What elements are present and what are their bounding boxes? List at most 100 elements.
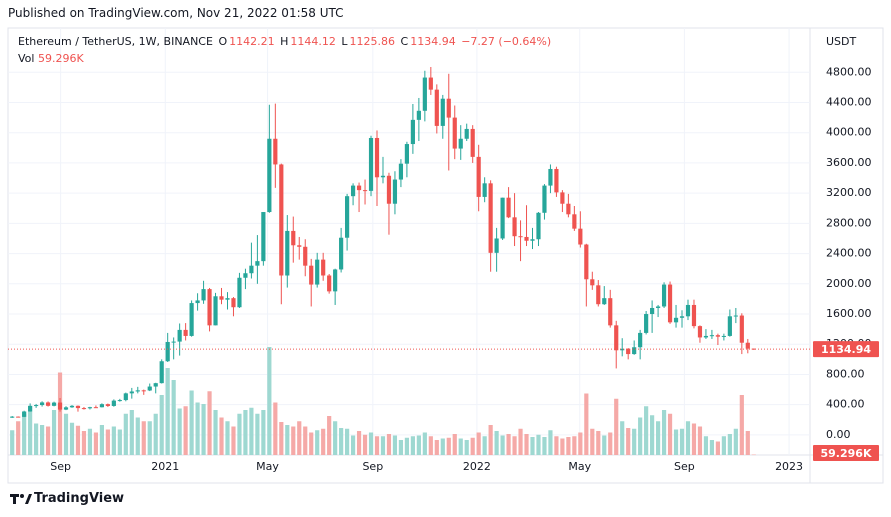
candle-body xyxy=(590,279,595,286)
candle-body xyxy=(500,197,505,239)
candle-body xyxy=(201,289,206,301)
candle-body xyxy=(213,296,218,326)
candle-body xyxy=(374,137,380,178)
candle-body xyxy=(440,98,445,126)
candle-body xyxy=(404,144,409,164)
volume-bar xyxy=(602,435,607,455)
volume-bar xyxy=(632,428,637,455)
candle-body xyxy=(10,416,15,418)
last-price-box xyxy=(813,341,879,358)
volume-bar xyxy=(327,416,332,455)
y-tick-label: 2800.00 xyxy=(826,216,872,229)
candle-body xyxy=(398,163,404,180)
candle-body xyxy=(488,183,493,253)
volume-legend: Vol 59.296K xyxy=(18,52,84,65)
candle-body xyxy=(476,156,481,197)
volume-bar xyxy=(476,432,481,455)
candle-body xyxy=(63,407,69,410)
volume-bar xyxy=(608,432,613,455)
candle-body xyxy=(548,168,553,186)
candle-body xyxy=(34,405,39,407)
candle-body xyxy=(679,316,685,318)
volume-bar xyxy=(237,413,242,455)
candle-body xyxy=(225,298,230,300)
volume-bar xyxy=(392,435,398,455)
volume-bar xyxy=(422,432,427,455)
volume-bar xyxy=(685,421,691,455)
candle-body xyxy=(339,237,344,270)
volume-bar xyxy=(28,411,33,455)
candle-body xyxy=(327,275,332,292)
x-tick-label: 2021 xyxy=(151,460,179,473)
candle-body xyxy=(321,259,326,276)
logo-icon xyxy=(10,494,32,504)
volume-bar xyxy=(644,406,649,455)
candle-body xyxy=(189,303,194,336)
volume-bar xyxy=(129,410,134,455)
candle-body xyxy=(255,261,260,266)
candle-body xyxy=(524,236,529,241)
volume-bar xyxy=(739,395,744,455)
volume-bar xyxy=(584,393,589,455)
volume-bar xyxy=(548,430,553,455)
volume-bar xyxy=(99,425,104,455)
candle-body xyxy=(530,239,535,241)
candle-body xyxy=(703,335,709,338)
candle-body xyxy=(422,77,427,111)
candle-body xyxy=(171,341,176,343)
volume-bar xyxy=(267,347,272,455)
candle-body xyxy=(542,185,547,213)
volume-bar xyxy=(273,402,278,455)
candle-body xyxy=(446,98,451,118)
candle-body xyxy=(129,391,134,394)
candle-body xyxy=(69,405,75,408)
volume-bar xyxy=(368,432,374,455)
volume-bar xyxy=(45,426,51,455)
volume-bar xyxy=(279,422,284,455)
candle-body xyxy=(51,402,57,406)
volume-bar xyxy=(285,425,290,455)
candle-body xyxy=(578,228,583,245)
ohlc-label: C xyxy=(400,35,409,48)
volume-bar xyxy=(153,413,158,455)
y-tick-label: 4400.00 xyxy=(826,95,872,108)
volume-bar xyxy=(93,432,99,455)
candle-body xyxy=(620,348,625,351)
candle-body xyxy=(135,390,140,392)
x-tick-label: Sep xyxy=(50,460,71,473)
candle-body xyxy=(572,214,577,229)
volume-bar xyxy=(195,402,200,455)
volume-bar xyxy=(464,440,469,455)
volume-bar xyxy=(428,436,433,455)
volume-bar xyxy=(650,415,655,455)
candle-body xyxy=(75,405,81,409)
candle-body xyxy=(243,273,248,278)
y-tick-label: 2000.00 xyxy=(826,277,872,290)
volume-bar xyxy=(177,408,182,455)
volume-value: 59.296K xyxy=(37,52,84,65)
candle-body xyxy=(673,317,679,323)
volume-bar xyxy=(39,425,45,455)
candle-body xyxy=(655,306,661,308)
volume-bar xyxy=(440,438,445,455)
chart-frame xyxy=(7,27,884,484)
volume-bar xyxy=(709,440,715,455)
candle-body xyxy=(177,329,182,342)
candle-body xyxy=(739,315,744,343)
brand: TradingView xyxy=(34,491,125,506)
candle-body xyxy=(93,407,99,409)
volume-bar xyxy=(201,404,206,455)
volume-bar xyxy=(703,436,709,455)
candle-body xyxy=(237,277,242,308)
volume-bar xyxy=(667,413,673,455)
candle-body xyxy=(147,386,152,391)
volume-bar xyxy=(751,454,756,456)
volume-bar xyxy=(380,436,386,455)
candle-body xyxy=(291,230,296,246)
candle-body xyxy=(685,304,691,317)
volume-bar xyxy=(542,437,547,455)
candle-body xyxy=(165,341,170,362)
volume-bar xyxy=(590,428,595,455)
volume-bar xyxy=(494,431,499,455)
volume-bar xyxy=(500,435,505,455)
